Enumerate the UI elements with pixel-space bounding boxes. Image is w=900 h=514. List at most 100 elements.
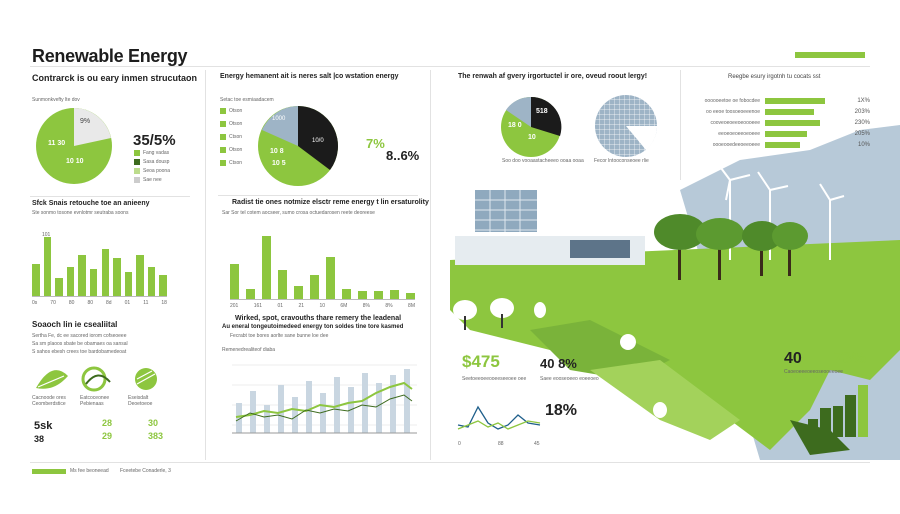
hbar-value: 10%	[857, 141, 870, 148]
pie-caption: Soo doo vooaastacheeeo ooaa ooaa	[502, 158, 584, 164]
section-heading: The renwah af gvery irgortuctel ir ore, …	[458, 73, 648, 80]
chart-bar	[278, 385, 284, 433]
line-subheading: Au eneral tongeutoimedeed energy ton sol…	[222, 324, 404, 330]
money-caption: Seetoeeoeeooeeseeoee oee	[462, 376, 527, 382]
section-divider	[30, 196, 190, 197]
donut-legend: Otson Otson Ctson Otson Ctson	[220, 108, 242, 173]
pie-chart	[36, 108, 112, 184]
pie-big-stat: 35/5%	[133, 132, 176, 149]
axis-tick: 01	[277, 303, 284, 309]
chart-bar	[66, 266, 75, 296]
axis-tick: 01	[124, 300, 131, 306]
header-accent-bar	[795, 52, 865, 58]
bars-heading: Radist tie ones notmize elsctr reme ener…	[232, 199, 429, 206]
axis-tick: 8%	[385, 303, 393, 309]
icon-label: Cacnoode ores Ceomberdstice	[32, 395, 66, 407]
stat-value: 8..6%	[386, 148, 420, 163]
bar-chart	[808, 385, 868, 437]
column-tag: Reegbe esury irgotnh tu cocats sst	[728, 74, 821, 80]
legend-swatch	[134, 150, 140, 156]
bars-subheading: Sar Sor tel cotem aocseer, sumo crosa oc…	[222, 210, 375, 216]
pie-legend: Fang vadas Sasa dousp Seoa poona Sae nee	[134, 150, 170, 186]
icon-label: Eseisdalt Deoetoeoe	[128, 395, 153, 407]
pie-label: 9%	[80, 118, 91, 125]
chart-bar	[326, 257, 335, 299]
chart-bar	[376, 383, 382, 433]
stat-value: 38	[34, 434, 45, 444]
axis-tick: 80	[87, 300, 94, 306]
stat-value: 7%	[366, 136, 385, 151]
section-heading: Energy hemanent ait is neres salt |co ws…	[220, 73, 399, 80]
legend-label: Seoa poona	[143, 168, 170, 174]
legend-swatch	[134, 159, 140, 165]
column-divider	[205, 70, 206, 460]
legend-label: Otson	[229, 108, 243, 114]
chart-bar	[89, 269, 98, 296]
sun-icon	[128, 366, 164, 397]
donut-label: 10 8	[270, 148, 284, 155]
map-land	[450, 240, 900, 450]
legend-swatch	[220, 121, 226, 127]
pie-slice	[531, 96, 562, 136]
hbar-row: eeoeoeoeeoeoeee 205%	[700, 128, 870, 139]
pie-caption: Fecor lntooconseoee rlie	[594, 158, 649, 164]
chart-bar	[113, 257, 121, 296]
stat-caption: Caoeoeeeoeeoseooeeoee	[784, 369, 843, 375]
pie-label: 518	[536, 108, 548, 115]
hbar-label: oooooeetoe oe fobocdee	[704, 97, 760, 104]
stat-value: 30	[148, 418, 159, 428]
percent-stat: 18%	[545, 402, 578, 419]
pie-label: 10 10	[66, 158, 84, 165]
chart-bar	[294, 286, 303, 299]
leaf-icon	[34, 366, 70, 397]
axis-tick: 0	[458, 441, 461, 447]
hbar-label: eeoeoeoeeoeoeee	[718, 130, 760, 137]
text-line: S sahos ebesh crees toe bardobamedeoat	[32, 349, 127, 355]
text-heading: Soaoch lin ie csealiital	[32, 320, 118, 329]
hbar	[765, 119, 820, 126]
series-line	[457, 420, 541, 430]
pie-label: 18 0	[508, 122, 522, 129]
hbar-row: cooveoeoeeoeoooeee 230%	[700, 117, 870, 128]
landscape-illustration	[450, 125, 900, 460]
footer-divider	[30, 462, 870, 463]
chart-bar	[78, 254, 86, 296]
hbar	[765, 108, 814, 115]
hbar	[765, 97, 825, 104]
bar-chart	[230, 235, 415, 300]
line-bar-chart	[232, 364, 417, 434]
pie-slice	[506, 96, 531, 127]
chart-bar	[404, 369, 410, 433]
chart-bar	[262, 236, 271, 299]
axis-tick: 201	[230, 303, 239, 309]
wind-icon	[80, 366, 116, 397]
footer-text: Ms fee beoneead	[70, 468, 109, 474]
percent-caption: Saee eooseoeeo eoeeoeo	[540, 376, 599, 382]
chart-bar	[230, 263, 239, 299]
chart-bar	[334, 377, 340, 433]
chart-bar	[310, 274, 319, 299]
column-divider	[680, 70, 681, 180]
hbar-label: oo eeoe toosoeoeeenoe	[706, 108, 760, 115]
chart-bar	[32, 263, 40, 296]
legend-swatch	[220, 147, 226, 153]
chart-bar	[857, 385, 868, 437]
hbar-row: oo eeoe toosoeoeeenoe 203%	[700, 106, 870, 117]
chart-bar	[55, 278, 63, 296]
legend-swatch	[220, 108, 226, 114]
chart-bar	[136, 254, 144, 296]
section-heading: Contrarck is ou eary inmen strucutaon	[32, 73, 198, 83]
axis-tick: 80	[68, 300, 75, 306]
bar-chart	[32, 237, 167, 297]
chart-bar	[292, 397, 298, 433]
hbar-value: 203%	[854, 108, 870, 115]
axis-tick: 45	[534, 441, 540, 447]
legend-label: Sae nee	[143, 177, 162, 183]
chart-bar	[320, 393, 326, 433]
tree-icon	[453, 214, 808, 418]
series-line	[235, 394, 413, 422]
hbar-row: oooooeetoe oe fobocdee 1X%	[700, 95, 870, 106]
hbar	[765, 141, 800, 148]
stat-value: 5sk	[34, 420, 53, 432]
line-heading: Wirked, spot, cravouths thare remery the…	[235, 315, 402, 322]
